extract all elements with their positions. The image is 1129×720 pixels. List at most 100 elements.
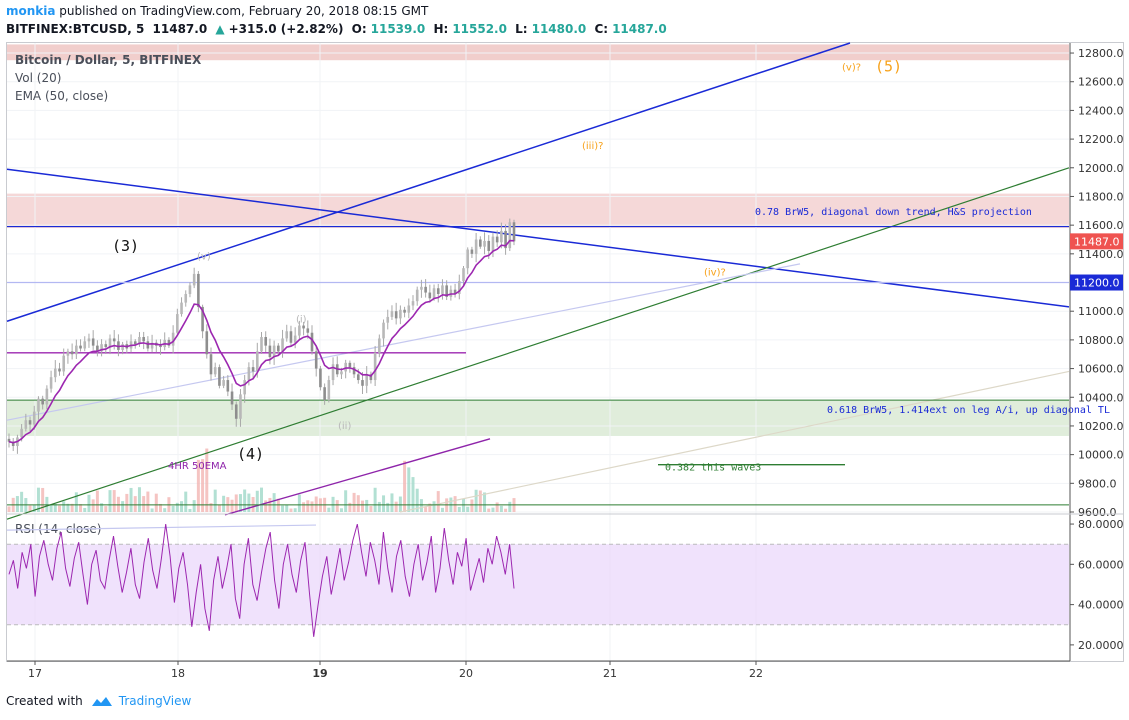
volume-bar xyxy=(260,487,263,512)
volume-bar xyxy=(28,505,32,512)
legend-title[interactable]: Bitcoin / Dollar, 5, BITFINEX xyxy=(15,53,202,67)
candle-body xyxy=(508,222,512,249)
annotation-wave382: 0.382 this wave3 xyxy=(665,462,761,473)
candle-body xyxy=(167,339,171,346)
candle-body xyxy=(37,398,40,412)
candle-body xyxy=(462,268,465,282)
candle-body xyxy=(247,367,251,381)
candle-body xyxy=(487,240,491,251)
candle-body xyxy=(470,249,474,254)
candle-body xyxy=(479,239,482,247)
footer: Created with TradingView xyxy=(6,694,191,708)
candle-body xyxy=(340,371,343,375)
zones-layer xyxy=(7,44,1069,436)
zone-support-zone xyxy=(7,400,1069,436)
volume-bar xyxy=(499,505,503,512)
volume-bar xyxy=(87,494,91,512)
candle-body xyxy=(399,309,402,319)
price-tick-label: 10400.0 xyxy=(1078,391,1124,404)
volume-bar xyxy=(95,490,99,512)
created-with-text: Created with xyxy=(6,694,83,708)
legend-ema[interactable]: EMA (50, close) xyxy=(15,89,108,103)
rsi-tick-label: 40.0000 xyxy=(1078,599,1124,612)
price-tick-label: 10600.0 xyxy=(1078,363,1124,376)
candle-body xyxy=(87,338,91,342)
candle-body xyxy=(239,394,242,419)
rsi-trendline xyxy=(6,524,317,531)
candle-body xyxy=(289,331,293,343)
candle-body xyxy=(96,345,99,352)
volume-bar xyxy=(264,500,268,512)
candle-body xyxy=(285,331,289,339)
volume-bar xyxy=(234,494,238,512)
volume-bar xyxy=(150,508,154,512)
candle-body xyxy=(251,367,255,372)
candle-body xyxy=(104,344,108,348)
volume-bar xyxy=(390,493,394,512)
diagonal-down-trendline xyxy=(6,168,1070,308)
candle-body xyxy=(390,311,394,317)
annotation-ema4hr: 4HR 50EMA xyxy=(168,461,227,472)
volume-bar xyxy=(247,493,251,512)
candle-body xyxy=(373,352,377,381)
symbol-name[interactable]: BITFINEX:BTCUSD, 5 xyxy=(6,22,145,36)
volume-bar xyxy=(36,487,40,512)
volume-bar xyxy=(327,507,331,512)
candle-body xyxy=(20,428,23,438)
annotation-support: 0.618 BrW5, 1.414ext on leg A/i, up diag… xyxy=(827,405,1110,416)
author-link[interactable]: monkia xyxy=(6,4,56,18)
volume-bar xyxy=(297,494,301,512)
publish-info: monkia published on TradingView.com, Feb… xyxy=(6,4,428,18)
candle-body xyxy=(466,249,470,269)
time-tick-label: 20 xyxy=(459,667,473,680)
price-tick-label: 11600.0 xyxy=(1078,219,1124,232)
candle-body xyxy=(403,309,406,313)
high-label: H: xyxy=(433,22,449,36)
close-label: C: xyxy=(594,22,609,36)
volume-bar xyxy=(142,496,146,512)
volume-bar xyxy=(188,508,192,512)
candle-body xyxy=(483,240,486,247)
volume-bar xyxy=(453,496,457,512)
legend-vol[interactable]: Vol (20) xyxy=(15,71,61,85)
candle-body xyxy=(319,368,322,388)
volume-bar xyxy=(70,503,74,512)
candle-body xyxy=(192,273,196,286)
rsi-tick-label: 20.0000 xyxy=(1078,639,1124,652)
annotation-projection: 0.78 BrW5, diagonal down trend, H&S proj… xyxy=(755,207,1032,218)
candle-body xyxy=(495,236,499,243)
volume-bar xyxy=(201,459,205,512)
volume-bar xyxy=(495,502,499,512)
candle-body xyxy=(112,338,116,342)
zone-top-zone xyxy=(7,44,1069,61)
candle-body xyxy=(226,380,230,392)
volume-layer xyxy=(7,448,516,512)
volume-bar xyxy=(365,499,369,512)
volume-bar xyxy=(483,492,487,512)
price-tick-label: 12800.0 xyxy=(1078,47,1124,60)
volume-bar xyxy=(62,501,66,512)
volume-bar xyxy=(436,491,440,512)
price-tick-label: 12600.0 xyxy=(1078,76,1124,89)
candle-body xyxy=(361,380,364,386)
annotation-w3: (3) xyxy=(112,237,139,255)
tradingview-link[interactable]: TradingView xyxy=(91,694,191,708)
price-tick-label: 12200.0 xyxy=(1078,133,1124,146)
candle-body xyxy=(91,338,95,346)
candle-body xyxy=(58,368,61,372)
volume-bar xyxy=(428,503,432,512)
candle-body xyxy=(512,222,516,242)
candle-body xyxy=(121,344,124,350)
volume-bar xyxy=(79,504,83,512)
open-label: O: xyxy=(351,22,367,36)
price-tick-label: 9800.0 xyxy=(1078,477,1117,490)
volume-bar xyxy=(276,498,280,512)
candle-body xyxy=(356,374,360,381)
volume-bar xyxy=(53,503,57,512)
volume-bar xyxy=(108,490,112,512)
rsi-layer xyxy=(6,523,1069,637)
candle-body xyxy=(457,281,461,294)
time-tick-label: 19 xyxy=(312,667,327,680)
volume-bar xyxy=(184,491,188,512)
